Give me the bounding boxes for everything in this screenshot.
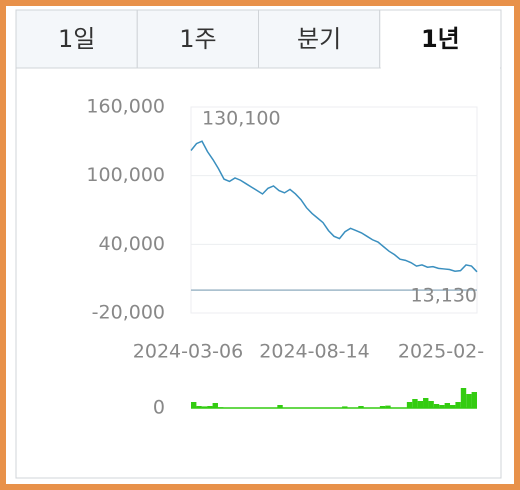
volume-bar	[417, 401, 424, 408]
y-tick-label: 160,000	[86, 96, 165, 118]
volume-bar	[433, 404, 440, 408]
y-tick-label: -20,000	[92, 302, 165, 324]
volume-bar	[379, 406, 386, 408]
x-tick-label: 2024-08-14	[259, 341, 369, 363]
plot-frame	[190, 106, 478, 314]
y-tick-label: 100,000	[86, 164, 165, 186]
volume-bar	[471, 392, 477, 408]
volume-bar	[342, 406, 348, 408]
last-label: 13,130	[411, 285, 477, 307]
price-line	[190, 140, 478, 273]
volume-bar	[460, 388, 467, 408]
volume-bar	[444, 403, 451, 408]
volume-tick-label: 0	[153, 397, 165, 419]
volume-bar	[450, 405, 456, 408]
volume-bar	[439, 405, 445, 408]
volume-bar	[207, 406, 213, 408]
tab-label[interactable]: 1일	[58, 25, 95, 53]
volume-bar	[412, 399, 418, 408]
volume-bar	[428, 401, 434, 408]
volume-bar	[385, 405, 391, 408]
max-label: 130,100	[202, 108, 281, 130]
volume-bar	[212, 403, 218, 408]
volume-bar	[191, 402, 197, 408]
tab[interactable]	[15, 9, 138, 69]
volume-bar	[466, 394, 472, 408]
volume-bar	[455, 402, 461, 408]
tab[interactable]	[258, 9, 381, 69]
tab-label[interactable]: 1년	[421, 25, 460, 53]
volume-bar	[196, 406, 202, 408]
volume-bar	[358, 406, 364, 408]
volume-bar	[423, 398, 429, 408]
volume-bar	[277, 405, 283, 408]
x-tick-label: 2025-02-	[398, 341, 484, 363]
tab-label[interactable]: 분기	[297, 25, 341, 53]
volume-bar	[201, 406, 208, 408]
x-tick-label: 2024-03-06	[133, 341, 243, 363]
volume-bar	[406, 402, 413, 408]
tab-label[interactable]: 1주	[179, 25, 216, 53]
y-tick-label: 40,000	[99, 233, 165, 255]
